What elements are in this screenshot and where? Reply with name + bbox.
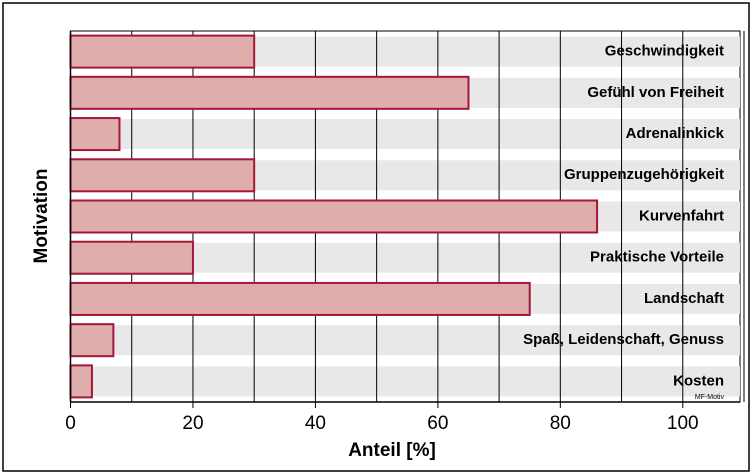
category-label: Geschwindigkeit: [605, 43, 724, 60]
bar: [69, 281, 531, 316]
bar: [69, 75, 470, 110]
category-label: Adrenalinkick: [626, 125, 725, 142]
x-tick-label: 20: [182, 413, 203, 434]
bar: [69, 364, 93, 399]
label-band: [70, 325, 740, 356]
bar: [69, 199, 599, 234]
category-label: Spaß, Leidenschaft, Genuss: [523, 331, 724, 348]
x-tick-label: 80: [550, 413, 571, 434]
x-tick-label: 60: [427, 413, 448, 434]
x-tick-label: 0: [65, 413, 76, 434]
bar: [69, 158, 256, 193]
category-label: Kosten: [673, 372, 724, 389]
category-label: Gruppenzugehörigkeit: [564, 166, 724, 183]
annotation: MF-Motiv: [695, 394, 725, 401]
bar: [69, 34, 256, 69]
label-band: [70, 366, 740, 397]
bar: [69, 240, 194, 275]
x-axis-label: Anteil [%]: [348, 440, 436, 461]
bar: [69, 117, 121, 152]
y-axis-label: Motivation: [31, 169, 52, 264]
category-label: Landschaft: [644, 290, 724, 307]
category-label: Gefühl von Freiheit: [587, 84, 724, 101]
x-tick-label: 100: [667, 413, 699, 434]
label-band: [70, 119, 740, 150]
bar: [69, 323, 115, 358]
x-tick-label: 40: [305, 413, 326, 434]
category-label: Kurvenfahrt: [639, 207, 724, 224]
category-label: Praktische Vorteile: [590, 249, 724, 266]
